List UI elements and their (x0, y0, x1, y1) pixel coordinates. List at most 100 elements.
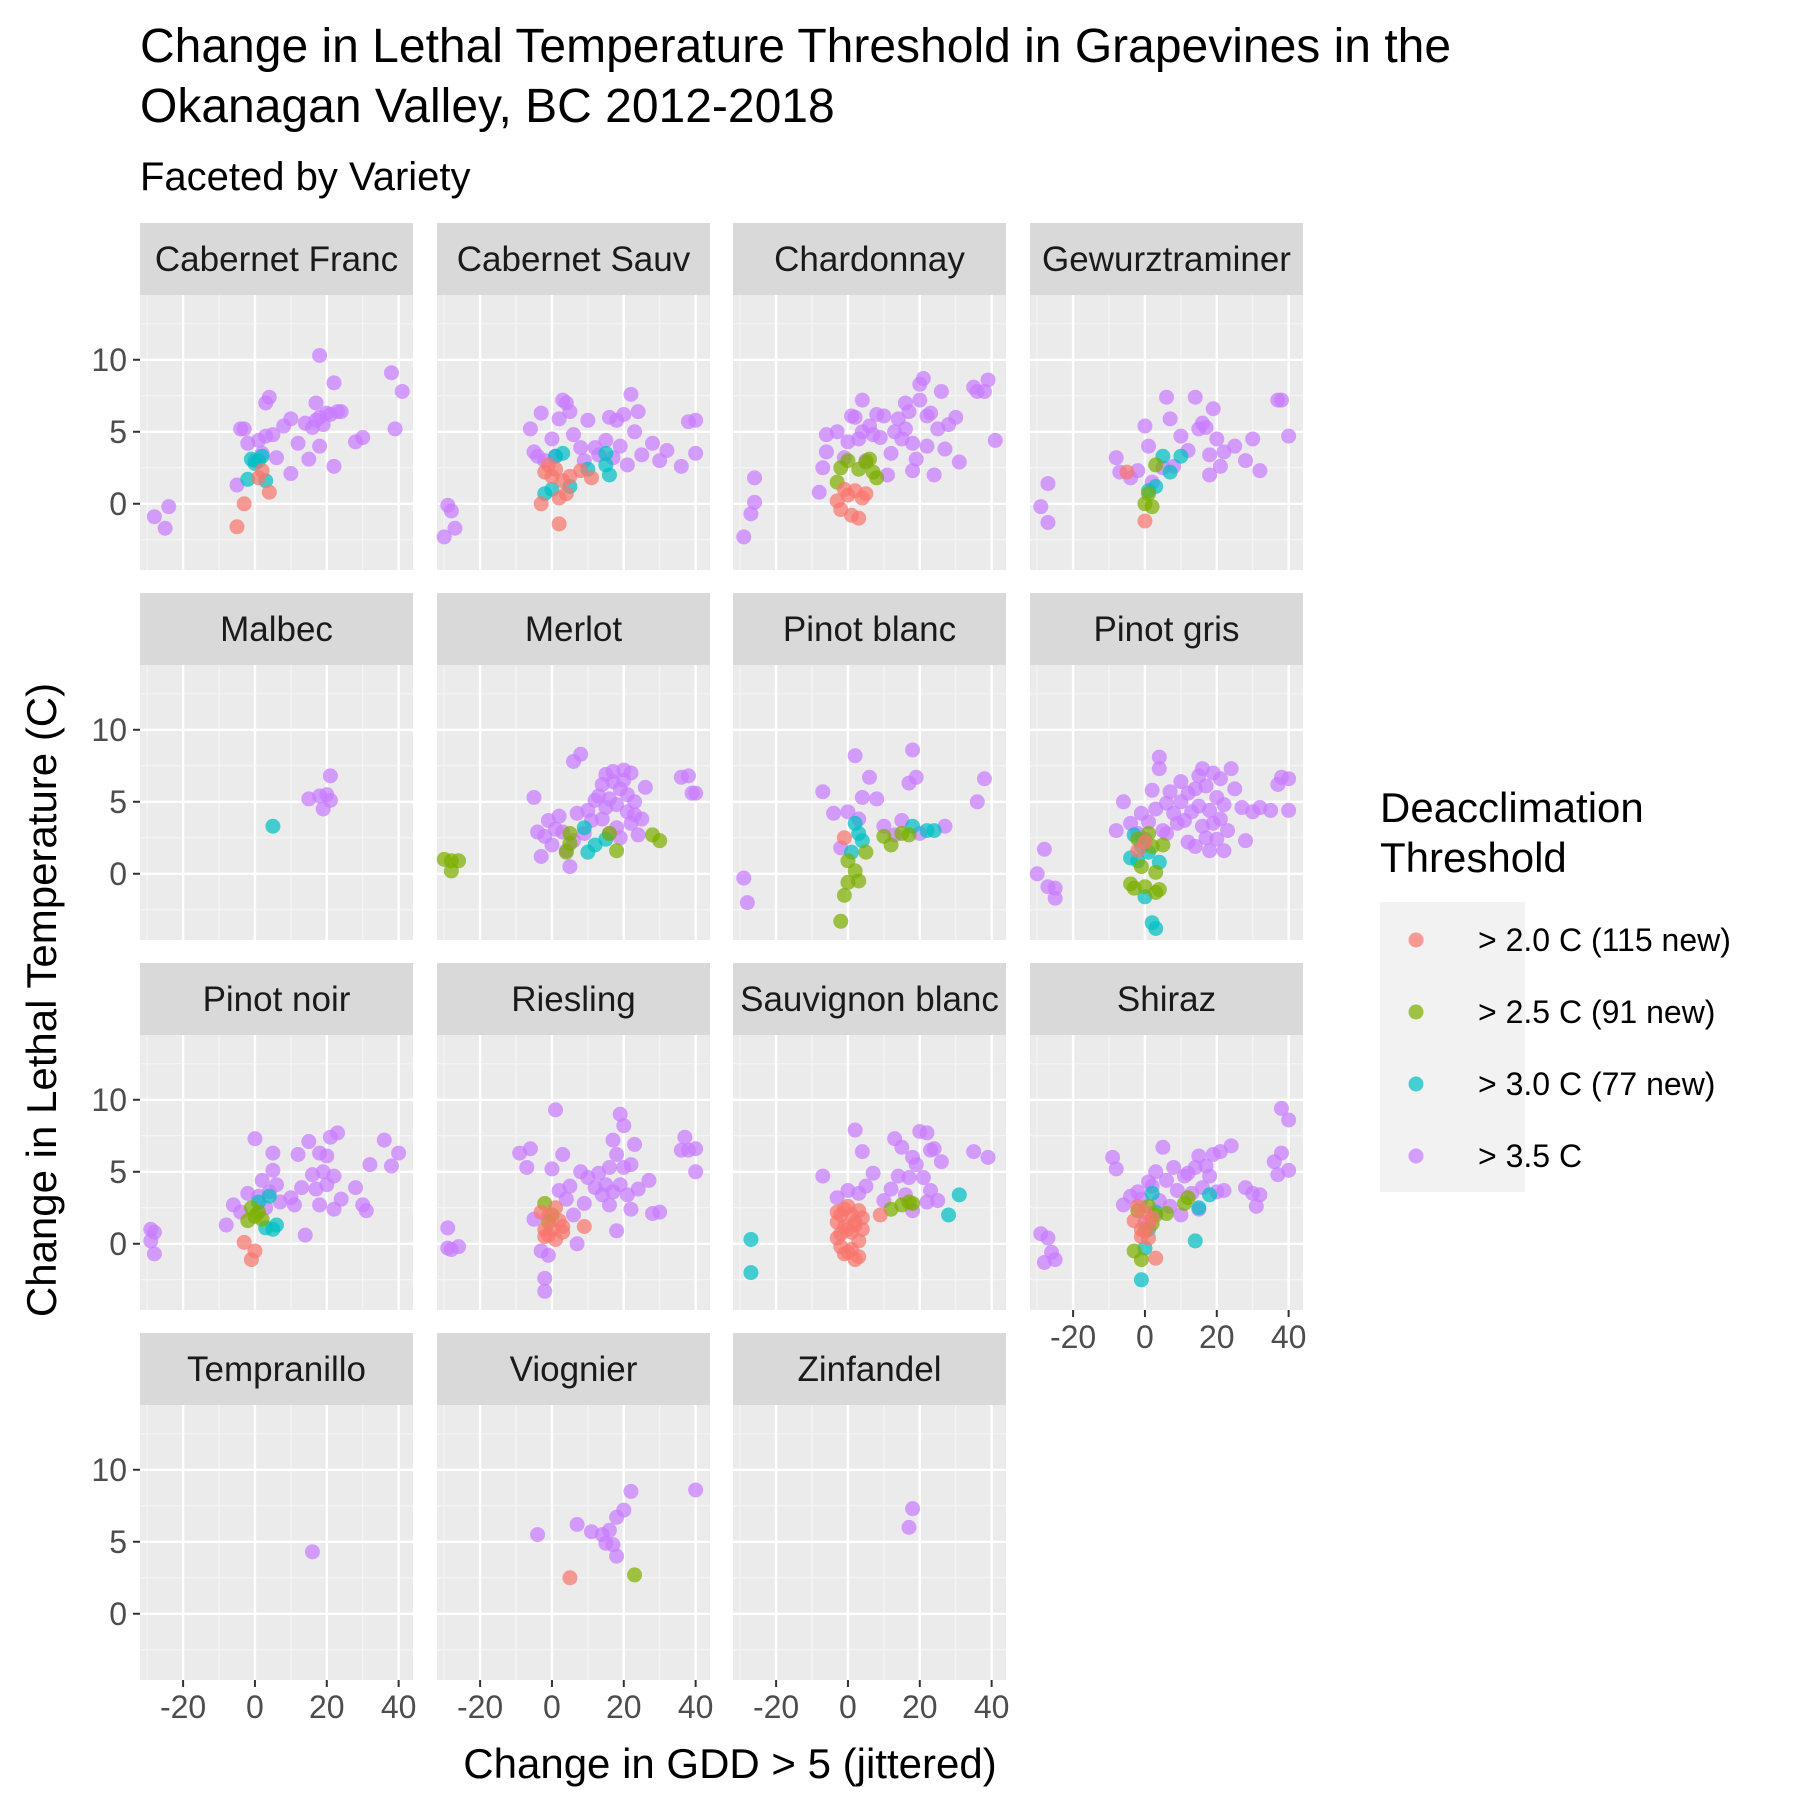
data-point (609, 1223, 625, 1239)
data-point (1148, 1164, 1164, 1180)
data-point (1047, 890, 1063, 906)
data-point (966, 1144, 982, 1160)
data-point (883, 837, 899, 853)
data-point (530, 1527, 546, 1543)
facet-pinot-noir: Pinot noir 0 5 10 (91, 963, 413, 1310)
data-point (1263, 802, 1279, 818)
data-point (937, 441, 953, 457)
facet-tempranillo: Tempranillo 0 5 10 -20 0 20 40 (91, 1333, 416, 1725)
facet-zinfandel: Zinfandel -20 0 20 40 (733, 1333, 1009, 1725)
data-point (297, 1227, 313, 1243)
data-point (905, 1501, 921, 1517)
x-tick-label: 40 (381, 1689, 417, 1725)
data-point (645, 435, 661, 451)
data-point (605, 1537, 621, 1553)
data-point (612, 438, 628, 454)
data-point (569, 1517, 585, 1533)
facet-strip (733, 1333, 1006, 1405)
data-point (747, 494, 763, 510)
data-point (1238, 833, 1254, 849)
data-point (522, 1141, 538, 1157)
data-point (673, 458, 689, 474)
data-point (548, 1102, 564, 1118)
data-point (301, 1134, 317, 1150)
data-point (555, 1147, 571, 1163)
data-point (933, 1154, 949, 1170)
data-point (743, 506, 759, 522)
data-point (851, 873, 867, 889)
data-point (1252, 1187, 1268, 1203)
data-point (236, 496, 252, 512)
data-point (1119, 464, 1135, 480)
data-point (1202, 1168, 1218, 1184)
data-point (537, 1283, 553, 1299)
data-point (1151, 749, 1167, 765)
data-point (1191, 1200, 1207, 1216)
facet-pinot-blanc: Pinot blanc (733, 593, 1006, 940)
data-point (576, 1195, 592, 1211)
data-point (851, 1249, 867, 1265)
legend: Deacclimation Threshold > 2.0 C (115 new… (1380, 784, 1731, 1192)
data-point (1169, 1182, 1185, 1198)
facet-sauvignon-blanc: Sauvignon blanc (733, 963, 1006, 1310)
data-point (1151, 882, 1167, 898)
data-point (583, 470, 599, 486)
chart-title-line-1: Change in Lethal Temperature Threshold i… (140, 20, 1451, 73)
facet-cabernet-franc: Cabernet Franc 0 5 10 (91, 223, 413, 570)
data-point (1159, 1206, 1174, 1222)
data-point (847, 748, 863, 764)
data-point (218, 1217, 234, 1233)
data-point (265, 1162, 281, 1178)
data-point (926, 1141, 942, 1157)
data-point (1273, 1145, 1289, 1161)
x-axis-title: Change in GDD > 5 (jittered) (463, 1740, 996, 1787)
data-point (540, 1247, 556, 1263)
y-tick-label: 10 (91, 712, 127, 748)
data-point (330, 1125, 346, 1141)
data-point (634, 811, 650, 827)
data-point (869, 470, 885, 486)
data-point (858, 844, 874, 860)
data-point (1115, 794, 1131, 810)
data-point (854, 833, 870, 849)
data-point (862, 451, 877, 467)
data-point (269, 1177, 284, 1193)
data-point (623, 765, 639, 781)
data-point (840, 453, 856, 469)
data-point (605, 1132, 621, 1148)
data-point (551, 516, 567, 532)
data-point (562, 825, 578, 841)
data-point (580, 412, 596, 428)
data-point (851, 510, 867, 526)
data-point (1148, 920, 1164, 936)
y-tick-label: 0 (109, 1596, 127, 1632)
data-point (540, 1227, 556, 1243)
data-point (1248, 1198, 1264, 1214)
data-point (286, 1197, 302, 1213)
data-point (905, 1195, 921, 1211)
data-point (836, 1246, 852, 1262)
data-point (987, 432, 1003, 448)
data-point (836, 887, 852, 903)
data-point (326, 458, 342, 474)
data-point (290, 435, 306, 451)
data-point (858, 1178, 874, 1194)
data-point (1166, 1159, 1182, 1175)
data-point (1216, 797, 1232, 813)
data-point (383, 365, 399, 381)
data-point (926, 467, 942, 483)
data-point (1281, 1112, 1297, 1128)
data-point (829, 1190, 845, 1206)
data-point (247, 1243, 263, 1259)
data-point (609, 1147, 625, 1163)
data-point (1273, 392, 1289, 408)
data-point (1137, 418, 1153, 434)
data-point (743, 1265, 759, 1281)
data-point (383, 1158, 399, 1174)
facet-gewurztraminer: Gewurztraminer (1030, 223, 1303, 570)
legend-entry-label: > 2.0 C (115 new) (1478, 922, 1731, 958)
data-point (941, 1207, 957, 1223)
data-point (544, 837, 560, 853)
data-point (555, 1218, 571, 1234)
legend-entry: > 3.5 C (1408, 1138, 1582, 1174)
